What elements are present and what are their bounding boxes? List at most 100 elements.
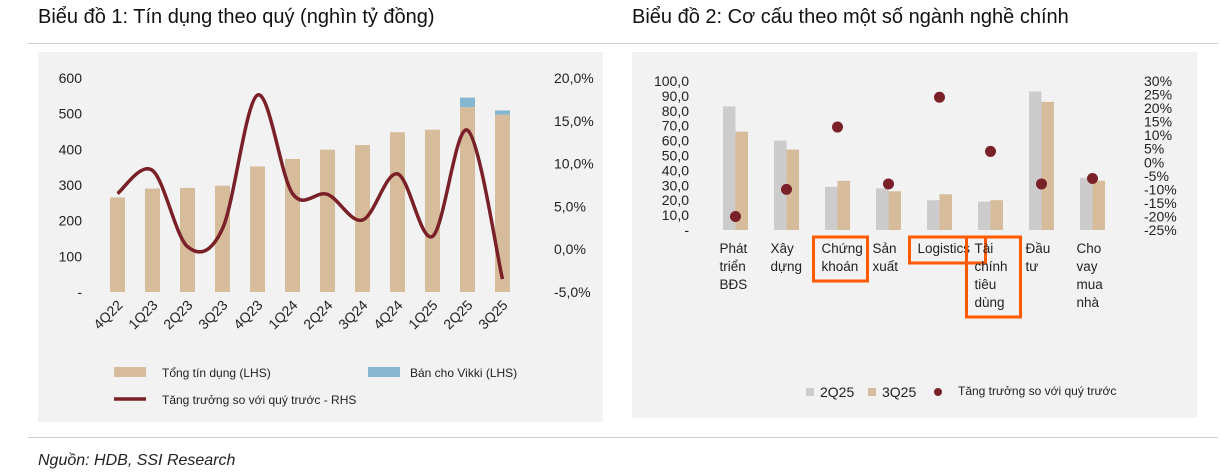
right-axis-tick: -25% [1144,222,1177,238]
bar-2q25 [723,106,736,230]
bar-2q25 [774,140,787,230]
right-axis-tick: 0% [1144,154,1164,170]
bar-2q25 [1080,177,1093,230]
left-axis-tick: 80,0 [662,103,689,119]
category-label: nhà [1077,295,1100,310]
total-credit-bar [390,132,405,292]
right-axis-tick: 25% [1144,87,1172,103]
x-tick-label: 1Q25 [405,297,441,333]
x-tick-label: 4Q24 [370,297,406,333]
category-label: tư [1026,259,1039,274]
x-tick-label: 4Q23 [230,297,266,333]
chart2-svg: -10,020,030,040,050,060,070,080,090,0100… [654,73,1177,400]
legend-label-3q25: 3Q25 [882,384,916,400]
total-credit-bar [425,129,440,292]
category-label: dựng [771,259,803,274]
growth-dot [832,121,843,133]
x-tick-label: 1Q24 [265,297,301,333]
total-credit-bar [180,187,195,292]
bar-2q25 [978,201,991,230]
right-axis-tick: -15% [1144,195,1177,211]
right-axis-tick: 0,0% [554,241,586,257]
category-label: Chứng [822,241,863,256]
category-label: Phát [720,241,748,256]
x-tick-label: 3Q25 [475,297,511,333]
legend-swatch-2q25 [806,388,814,396]
left-axis-tick: 100,0 [654,73,689,89]
left-axis-tick: 10,0 [662,207,689,223]
right-axis-tick: 10% [1144,127,1172,143]
growth-dot [730,210,741,222]
legend-swatch-3q25 [868,388,876,396]
right-axis-tick: -5% [1144,168,1169,184]
category-label: triển [720,259,746,274]
legend-label-2q25: 2Q25 [820,384,854,400]
x-tick-label: 2Q23 [160,297,196,333]
legend-label-growth: Tăng trưởng so với quý trước - RHS [162,393,356,407]
right-axis-tick: 20,0% [554,70,594,86]
growth-dot [934,91,945,103]
growth-dot [883,178,894,190]
vikki-bar [495,110,510,115]
legend-swatch-growth [934,388,942,396]
chart2-title: Biểu đồ 2: Cơ cấu theo một số ngành nghề… [632,6,1069,28]
left-axis-tick: 200 [59,213,83,229]
legend-label-vikki: Bán cho Vikki (LHS) [410,366,517,380]
highlight-box [965,235,1022,319]
right-axis-tick: 10,0% [554,156,594,172]
chart2-panel: -10,0 20,0 30,0 40,0 50,0 60,0 70,0 80,0 90,0 100… [632,52,1197,418]
bar-3q25 [1092,180,1105,230]
bar-2q25 [876,188,889,230]
left-axis-tick: 50,0 [662,148,689,164]
legend-swatch-vikki [368,367,400,377]
chart1-panel: - 100 200 300 400 500 600 -5,0% 0,0% 5,0% 10,0% 15,… [38,52,603,422]
legend-label-total: Tổng tín dụng (LHS) [162,366,271,380]
chart1-svg: - 100 200 300 400 500 600 -5,0% 0,0% 5,0% 10,0% 15,… [59,70,594,407]
total-credit-bar [460,107,475,292]
right-axis-tick: 5% [1144,141,1164,157]
left-axis-tick: - [684,222,689,238]
x-tick-label: 1Q23 [125,297,161,333]
right-axis-tick: 15,0% [554,113,594,129]
category-label: Sản [873,241,897,256]
bar-2q25 [825,186,838,230]
left-axis-tick: 400 [59,141,83,157]
category-label: Logistics [918,241,971,256]
left-axis-tick: - [77,284,82,300]
title-divider [28,43,1218,44]
category-label: Xây [771,241,795,256]
right-axis-tick: 5,0% [554,198,586,214]
left-axis-tick: 60,0 [662,133,689,149]
bar-2q25 [1029,91,1042,231]
legend-label-growth: Tăng trưởng so với quý trước [958,384,1116,398]
category-label: tiêu [975,277,997,292]
category-label: Cho [1077,241,1102,256]
left-axis-tick: 500 [59,106,83,122]
right-axis-tick: -20% [1144,208,1177,224]
x-tick-label: 3Q23 [195,297,231,333]
right-axis-tick: -10% [1144,181,1177,197]
bar-3q25 [888,191,901,230]
chart1-title: Biểu đồ 1: Tín dụng theo quý (nghìn tỷ đ… [38,6,435,28]
total-credit-bar [320,149,335,292]
left-axis-tick: 20,0 [662,192,689,208]
growth-dot [985,145,996,157]
right-axis-tick: -5,0% [554,284,591,300]
right-axis-tick: 15% [1144,114,1172,130]
highlight-box [812,235,869,283]
total-credit-bar [250,166,265,292]
bar-3q25 [990,200,1003,230]
bar-3q25 [837,180,850,230]
category-label: vay [1077,259,1098,274]
growth-dot [1087,173,1098,185]
left-axis-tick: 30,0 [662,177,689,193]
left-axis-tick: 90,0 [662,88,689,104]
source-divider [28,437,1218,438]
category-label: xuất [873,259,899,274]
left-axis-tick: 70,0 [662,118,689,134]
x-tick-label: 3Q24 [335,297,371,333]
growth-line [116,93,505,280]
right-axis-tick: 20% [1144,100,1172,116]
bar-3q25 [1041,101,1054,230]
right-axis-tick: 30% [1144,73,1172,89]
